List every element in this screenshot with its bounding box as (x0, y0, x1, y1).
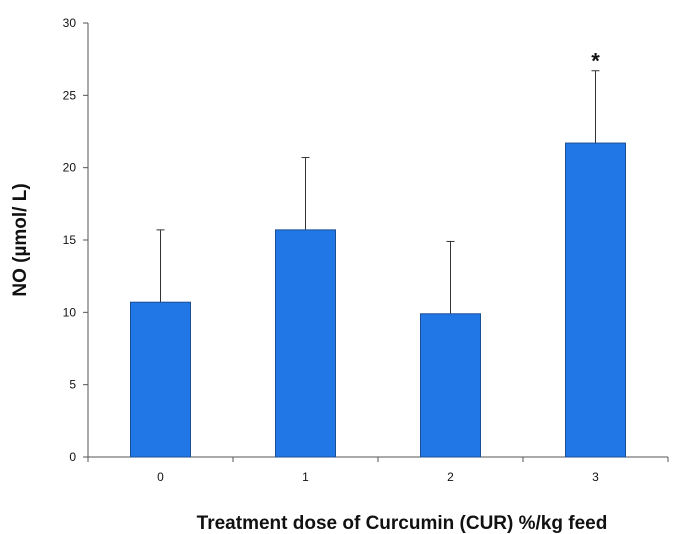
y-tick-label: 30 (63, 16, 77, 30)
x-tick-label: 2 (447, 470, 454, 484)
x-axis-title: Treatment dose of Curcumin (CUR) %/kg fe… (197, 513, 608, 534)
bar (420, 313, 481, 458)
y-axis-title: NO (µmol/ L) (10, 183, 31, 296)
y-tick-label: 15 (63, 233, 77, 247)
x-tick-label: 3 (592, 470, 599, 484)
x-tick-label: 0 (157, 470, 164, 484)
bars (130, 142, 626, 458)
y-ticks: 0 5 10 15 20 25 30 (63, 16, 88, 464)
bar (275, 229, 336, 458)
y-tick-label: 25 (63, 88, 77, 102)
y-tick-label: 20 (63, 161, 77, 175)
significance-marker: * (591, 49, 600, 74)
y-tick-label: 10 (63, 305, 77, 319)
annotations: * (591, 49, 600, 74)
bar (130, 301, 191, 458)
y-tick-label: 0 (69, 450, 76, 464)
bar (565, 142, 626, 458)
y-tick-label: 5 (69, 378, 76, 392)
error-bars (156, 70, 600, 314)
x-tick-label: 1 (302, 470, 309, 484)
x-ticks: 0 1 2 3 (87, 457, 669, 484)
